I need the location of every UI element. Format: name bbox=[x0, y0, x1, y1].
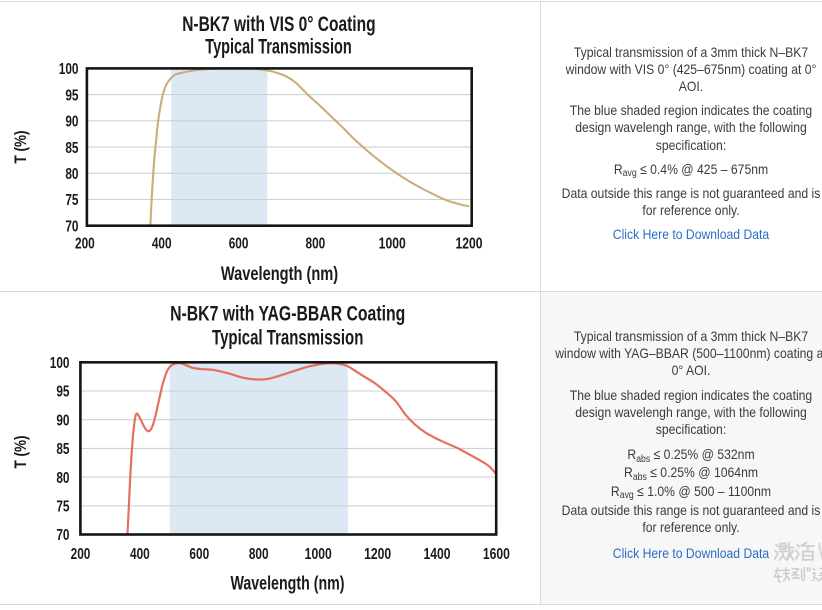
svg-text:100: 100 bbox=[50, 353, 70, 371]
svg-text:Wavelength (nm): Wavelength (nm) bbox=[221, 262, 338, 285]
svg-text:800: 800 bbox=[249, 544, 269, 562]
svg-text:Wavelength (nm): Wavelength (nm) bbox=[230, 572, 344, 594]
svg-text:T (%): T (%) bbox=[12, 130, 31, 163]
svg-text:600: 600 bbox=[189, 544, 209, 562]
svg-text:75: 75 bbox=[56, 497, 69, 515]
svg-text:200: 200 bbox=[75, 234, 95, 252]
svg-text:85: 85 bbox=[56, 439, 69, 457]
svg-text:200: 200 bbox=[71, 544, 91, 562]
svg-text:80: 80 bbox=[65, 164, 78, 182]
svg-text:1200: 1200 bbox=[364, 545, 391, 563]
svg-text:90: 90 bbox=[56, 411, 69, 429]
svg-text:95: 95 bbox=[65, 86, 78, 104]
svg-text:1600: 1600 bbox=[483, 545, 510, 563]
svg-text:N-BK7 with YAG-BBAR Coating: N-BK7 with YAG-BBAR Coating bbox=[170, 301, 405, 325]
svg-text:Typical Transmission: Typical Transmission bbox=[205, 34, 351, 59]
svg-text:N-BK7 with VIS 0° Coating: N-BK7 with VIS 0° Coating bbox=[182, 11, 375, 35]
svg-text:1000: 1000 bbox=[379, 235, 406, 253]
svg-text:1400: 1400 bbox=[423, 545, 450, 563]
svg-text:600: 600 bbox=[229, 234, 249, 252]
svg-text:70: 70 bbox=[65, 217, 78, 235]
svg-text:95: 95 bbox=[56, 382, 69, 400]
svg-text:90: 90 bbox=[65, 112, 78, 130]
svg-text:80: 80 bbox=[56, 468, 69, 486]
svg-text:800: 800 bbox=[306, 234, 326, 252]
svg-text:100: 100 bbox=[59, 59, 79, 77]
svg-text:75: 75 bbox=[65, 190, 78, 208]
svg-text:400: 400 bbox=[130, 544, 150, 562]
svg-text:1200: 1200 bbox=[455, 235, 482, 253]
svg-text:1000: 1000 bbox=[305, 545, 332, 563]
svg-text:400: 400 bbox=[152, 234, 172, 252]
svg-text:70: 70 bbox=[56, 525, 69, 543]
svg-text:Typical Transmission: Typical Transmission bbox=[212, 325, 363, 349]
svg-text:T (%): T (%) bbox=[12, 435, 31, 468]
svg-text:85: 85 bbox=[65, 138, 78, 156]
